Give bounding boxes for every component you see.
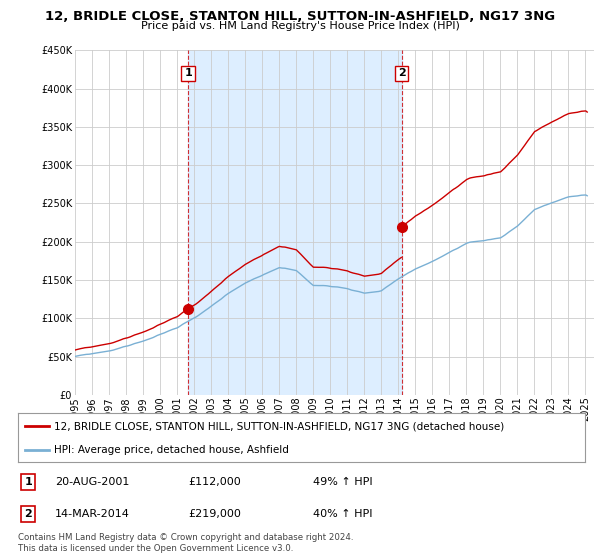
Text: 20-AUG-2001: 20-AUG-2001 — [55, 477, 129, 487]
Text: HPI: Average price, detached house, Ashfield: HPI: Average price, detached house, Ashf… — [54, 445, 289, 455]
Text: 1: 1 — [184, 68, 192, 78]
Text: 40% ↑ HPI: 40% ↑ HPI — [313, 510, 373, 519]
Text: 12, BRIDLE CLOSE, STANTON HILL, SUTTON-IN-ASHFIELD, NG17 3NG (detached house): 12, BRIDLE CLOSE, STANTON HILL, SUTTON-I… — [54, 421, 504, 431]
Text: 1: 1 — [25, 477, 32, 487]
Text: 49% ↑ HPI: 49% ↑ HPI — [313, 477, 373, 487]
Bar — [188, 50, 402, 395]
Text: £112,000: £112,000 — [188, 477, 241, 487]
Text: 14-MAR-2014: 14-MAR-2014 — [55, 510, 130, 519]
Text: Price paid vs. HM Land Registry's House Price Index (HPI): Price paid vs. HM Land Registry's House … — [140, 21, 460, 31]
Text: 2: 2 — [25, 510, 32, 519]
Text: 12, BRIDLE CLOSE, STANTON HILL, SUTTON-IN-ASHFIELD, NG17 3NG: 12, BRIDLE CLOSE, STANTON HILL, SUTTON-I… — [45, 10, 555, 23]
Text: Contains HM Land Registry data © Crown copyright and database right 2024.
This d: Contains HM Land Registry data © Crown c… — [18, 533, 353, 553]
Text: 2: 2 — [398, 68, 406, 78]
Text: £219,000: £219,000 — [188, 510, 241, 519]
